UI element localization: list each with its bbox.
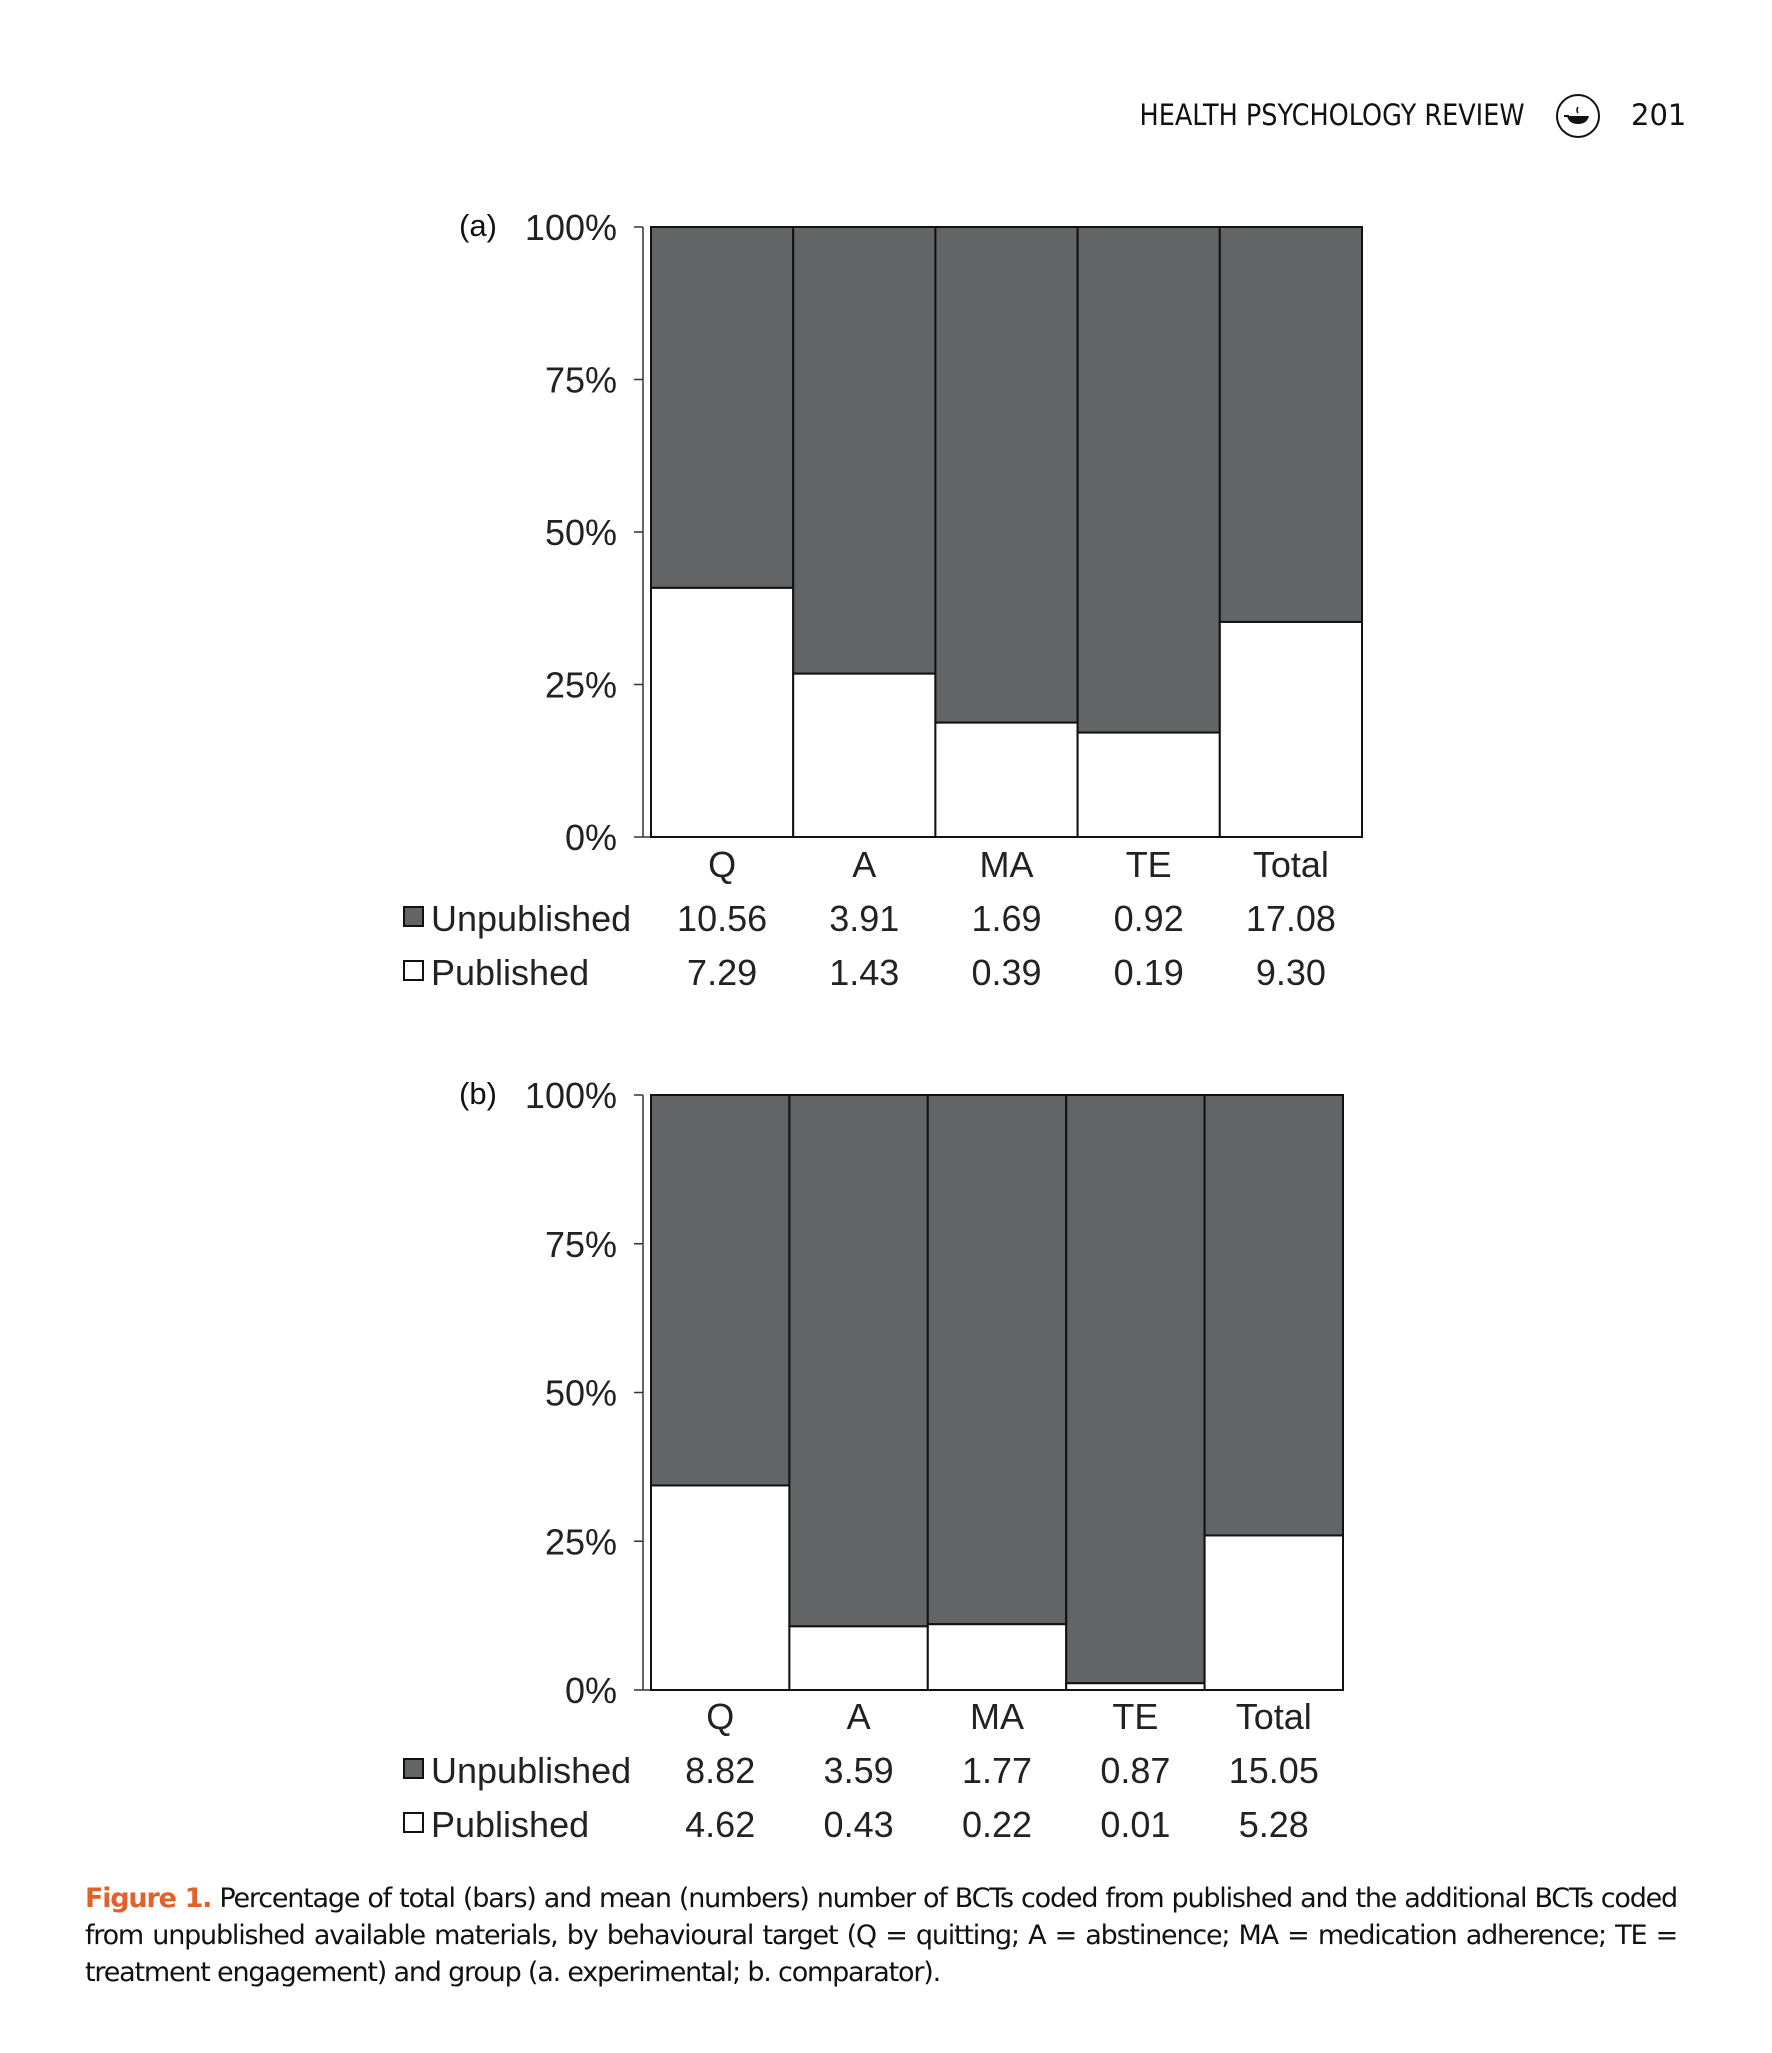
x-tick-label: Total: [1253, 844, 1329, 885]
bar-unpublished-total: [1218, 226, 1364, 623]
bar-published-q: [650, 586, 795, 839]
y-tick-label: 0%: [565, 1670, 617, 1711]
x-tick-label: Q: [708, 844, 736, 885]
publisher-logo-icon: [1556, 94, 1600, 138]
bar-published-te: [1065, 1682, 1206, 1692]
data-label-unpublished: 3.91: [829, 898, 899, 939]
bar-published-ma: [934, 721, 1079, 838]
data-label-published: 0.43: [824, 1804, 894, 1845]
figure-caption: Figure 1. Percentage of total (bars) and…: [85, 1880, 1678, 1991]
legend-swatch-published: [403, 960, 424, 981]
x-tick-label: MA: [970, 1696, 1024, 1737]
legend-label-unpublished: Unpublished: [431, 898, 631, 939]
data-label-unpublished: 10.56: [677, 898, 767, 939]
data-label-unpublished: 0.87: [1100, 1750, 1170, 1791]
bar-published-q: [650, 1484, 791, 1691]
legend-swatch-published: [403, 1812, 424, 1833]
data-label-published: 1.43: [829, 952, 899, 993]
y-tick-label: 25%: [545, 1521, 617, 1562]
legend-label-unpublished: Unpublished: [431, 1750, 631, 1791]
data-label-published: 4.62: [685, 1804, 755, 1845]
panel-label: (b): [459, 1076, 497, 1111]
y-tick-label: 0%: [565, 817, 617, 858]
data-label-published: 0.22: [962, 1804, 1032, 1845]
x-tick-label: A: [852, 844, 876, 885]
data-label-published: 5.28: [1239, 1804, 1309, 1845]
bar-unpublished-ma: [934, 226, 1079, 724]
bar-unpublished-a: [788, 1094, 929, 1628]
page-number: 201: [1631, 98, 1687, 132]
bar-unpublished-te: [1065, 1094, 1206, 1685]
x-tick-label: Q: [706, 1696, 734, 1737]
bar-published-a: [788, 1625, 929, 1691]
y-tick-label: 75%: [545, 1224, 617, 1265]
bar-unpublished-q: [650, 226, 795, 589]
data-label-published: 7.29: [687, 952, 757, 993]
bar-published-ma: [926, 1623, 1068, 1691]
x-tick-label: TE: [1126, 844, 1172, 885]
bar-published-total: [1203, 1534, 1344, 1691]
data-label-published: 0.19: [1114, 952, 1184, 993]
y-tick-label: 50%: [545, 512, 617, 553]
bar-unpublished-q: [650, 1094, 791, 1487]
data-label-unpublished: 1.69: [971, 898, 1041, 939]
data-label-unpublished: 3.59: [824, 1750, 894, 1791]
y-tick-label: 50%: [545, 1373, 617, 1414]
legend-swatch-unpublished: [403, 906, 424, 927]
caption-text: Percentage of total (bars) and mean (num…: [85, 1883, 1678, 1988]
data-label-published: 0.01: [1100, 1804, 1170, 1845]
data-label-published: 9.30: [1256, 952, 1326, 993]
legend-label-published: Published: [431, 1804, 589, 1845]
y-tick-label: 25%: [545, 665, 617, 706]
bar-published-te: [1076, 731, 1221, 838]
caption-label: Figure 1.: [85, 1883, 212, 1914]
panel-label: (a): [459, 208, 497, 243]
x-tick-label: TE: [1112, 1696, 1158, 1737]
y-tick-label: 100%: [525, 207, 617, 248]
bar-unpublished-a: [792, 226, 937, 675]
legend-swatch-unpublished: [403, 1758, 424, 1779]
y-tick-label: 75%: [545, 360, 617, 401]
bar-published-total: [1218, 620, 1364, 839]
journal-title: HEALTH PSYCHOLOGY REVIEW: [1139, 98, 1525, 132]
data-label-unpublished: 8.82: [685, 1750, 755, 1791]
data-label-unpublished: 0.92: [1114, 898, 1184, 939]
data-label-unpublished: 17.08: [1246, 898, 1336, 939]
data-label-unpublished: 1.77: [962, 1750, 1032, 1791]
data-label-published: 0.39: [971, 952, 1041, 993]
bar-unpublished-total: [1203, 1094, 1344, 1537]
legend-label-published: Published: [431, 952, 589, 993]
x-tick-label: Total: [1236, 1696, 1312, 1737]
bar-published-a: [792, 672, 937, 839]
data-label-unpublished: 15.05: [1229, 1750, 1319, 1791]
bar-unpublished-ma: [926, 1094, 1068, 1626]
x-tick-label: A: [847, 1696, 871, 1737]
figure-charts: (a) 0% 25% 50% 75% 100% Q 10.56 7.29 A 3.91 1.43 MA 1…: [403, 207, 1364, 1845]
x-tick-label: MA: [980, 844, 1034, 885]
y-tick-label: 100%: [525, 1075, 617, 1116]
bar-unpublished-te: [1076, 226, 1221, 734]
